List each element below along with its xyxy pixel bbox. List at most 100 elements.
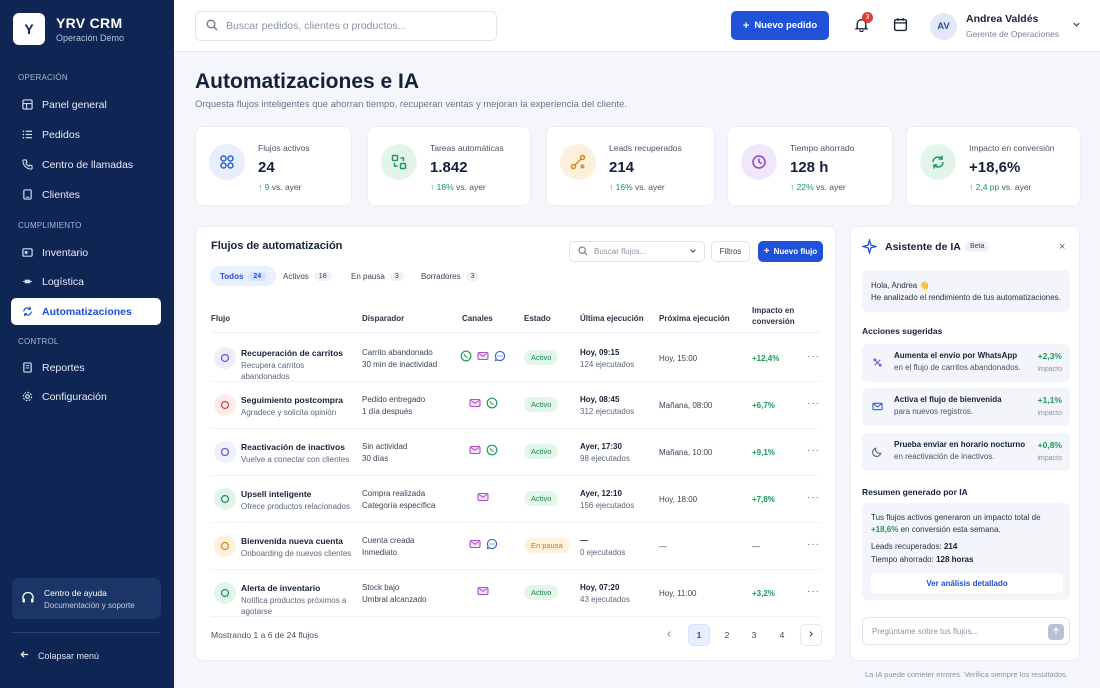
kpi-value: 24 — [258, 159, 275, 176]
tab-en-pausa[interactable]: En pausa 3 — [341, 266, 414, 286]
whatsapp-icon — [486, 444, 498, 458]
status-badge: Activo — [524, 350, 559, 365]
collapse-menu-button[interactable]: Colapsar menú — [20, 650, 99, 661]
more-options-icon[interactable]: ··· — [807, 492, 820, 503]
calendar-button[interactable] — [893, 17, 909, 33]
kpi-delta: ↑ 18% vs. ayer — [430, 182, 486, 192]
sidebar-item-pedidos[interactable]: Pedidos — [11, 121, 161, 148]
conversion-impact: — — [752, 542, 760, 551]
help-center-card[interactable]: Centro de ayuda Documentación y soporte — [12, 578, 161, 619]
summary-paragraph: Tus flujos activos generaron un impacto … — [871, 512, 1063, 536]
tab-todos[interactable]: Todos 24 — [210, 266, 277, 286]
more-options-icon[interactable]: ··· — [807, 398, 820, 409]
kpi-value: 1.842 — [430, 159, 468, 176]
conversion-impact: +12,4% — [752, 354, 780, 363]
flow-name[interactable]: Bienvenida nueva cuenta — [241, 536, 344, 546]
sidebar-item-panel-general[interactable]: Panel general — [11, 91, 161, 118]
brand-logo: Y — [13, 13, 45, 45]
table-row[interactable]: Upsell inteligente Ofrece productos rela… — [211, 476, 820, 523]
tab-label: Todos — [220, 271, 244, 281]
table-row[interactable]: Bienvenida nueva cuenta Onboarding de nu… — [211, 523, 820, 570]
tab-count: 18 — [313, 271, 332, 281]
last-run: Hoy, 09:15 — [580, 348, 620, 357]
more-options-icon[interactable]: ··· — [807, 351, 820, 362]
ai-chat-input[interactable]: Pregúntame sobre tus flujos... — [862, 617, 1070, 645]
table-row[interactable]: Recuperación de carritos Recupera carrit… — [211, 335, 820, 382]
close-icon[interactable]: × — [1059, 241, 1066, 253]
plus-icon: + — [742, 19, 750, 32]
flows-search-placeholder: Buscar flujos... — [594, 247, 647, 256]
sidebar-item-reportes[interactable]: Reportes — [11, 354, 161, 381]
sidebar-item-clientes[interactable]: Clientes — [11, 181, 161, 208]
sidebar-item-centro-llamadas[interactable]: Centro de llamadas — [11, 151, 161, 178]
page-2-button[interactable]: 2 — [716, 624, 738, 646]
next-page-button[interactable] — [800, 624, 822, 646]
next-run: Hoy, 15:00 — [659, 354, 698, 363]
flow-name[interactable]: Reactivación de inactivos — [241, 442, 345, 452]
avatar[interactable]: AV — [930, 13, 957, 40]
send-button[interactable] — [1048, 624, 1064, 640]
mail-icon — [871, 400, 883, 412]
new-order-button[interactable]: + Nuevo pedido — [731, 11, 829, 40]
flow-trigger-detail: 30 min de inactividad — [362, 360, 438, 369]
page-1-button[interactable]: 1 — [688, 624, 710, 646]
arrow-up-icon — [1052, 627, 1060, 637]
kpi-delta-suffix: vs. ayer — [1001, 182, 1032, 192]
page-4-button[interactable]: 4 — [771, 624, 793, 646]
flow-name[interactable]: Seguimiento postcompra — [241, 395, 344, 405]
bell-icon — [854, 18, 869, 34]
chevron-down-icon — [689, 247, 697, 257]
more-options-icon[interactable]: ··· — [807, 586, 820, 597]
ai-assistant-panel: Asistente de IA Beta × Hola, Andrea 👋 He… — [850, 226, 1080, 661]
flows-icon — [209, 144, 245, 180]
tab-label: Activos — [283, 271, 309, 281]
tab-borradores[interactable]: Borradores 3 — [411, 266, 489, 286]
chat-icon — [486, 538, 498, 552]
tab-label: En pausa — [351, 271, 385, 281]
kpi-delta-value: ↑ 16% — [609, 182, 633, 192]
sidebar-item-label: Logística — [42, 275, 85, 288]
global-search-input[interactable]: Buscar pedidos, clientes o productos... — [195, 11, 497, 41]
sidebar-item-configuracion[interactable]: Configuración — [11, 383, 161, 410]
sidebar-item-logistica[interactable]: Logística — [11, 268, 161, 295]
sidebar-item-automatizaciones[interactable]: Automatizaciones — [11, 298, 161, 325]
sidebar-item-inventario[interactable]: Inventario — [11, 239, 161, 266]
flow-name[interactable]: Recuperación de carritos — [241, 348, 344, 358]
conversion-icon — [920, 144, 956, 180]
flow-name[interactable]: Upsell inteligente — [241, 489, 312, 499]
chat-icon — [494, 350, 506, 364]
prev-page-button[interactable] — [658, 624, 680, 646]
brand[interactable]: Y YRV CRM Operación Demo — [13, 13, 124, 45]
suggestion-card[interactable]: Aumenta el envío por WhatsApp en el fluj… — [862, 344, 1070, 382]
more-options-icon[interactable]: ··· — [807, 539, 820, 550]
flows-search-input[interactable]: Buscar flujos... — [569, 241, 705, 262]
filters-button[interactable]: Filtros — [711, 241, 750, 262]
sidebar: Y YRV CRM Operación Demo OPERACIÓN Panel… — [0, 0, 174, 688]
alert-bag-icon — [214, 582, 236, 604]
kpi-card-tiempo-ahorrado: Tiempo ahorrado 128 h ↑ 22% vs. ayer — [727, 126, 893, 206]
view-detailed-analysis-button[interactable]: Ver análisis detallado — [871, 573, 1063, 593]
sidebar-divider — [12, 632, 161, 633]
table-row[interactable]: Seguimiento postcompra Agradece y solici… — [211, 382, 820, 429]
chevron-left-icon — [665, 630, 673, 640]
flow-name[interactable]: Alerta de inventario — [241, 583, 321, 593]
table-row[interactable]: Alerta de inventario Notifica productos … — [211, 570, 820, 617]
whatsapp-icon — [460, 350, 472, 364]
table-row[interactable]: Reactivación de inactivos Vuelve a conec… — [211, 429, 820, 476]
page-3-button[interactable]: 3 — [743, 624, 765, 646]
flow-trigger: Carrito abandonado — [362, 348, 433, 357]
kpi-delta-value: ↑ 22% — [790, 182, 814, 192]
suggestion-card[interactable]: Activa el flujo de bienvenida para nuevo… — [862, 388, 1070, 426]
kpi-delta: ↑ 22% vs. ayer — [790, 182, 846, 192]
user-name[interactable]: Andrea Valdés — [966, 13, 1039, 25]
chevron-down-icon[interactable] — [1072, 20, 1081, 31]
suggestion-card[interactable]: Prueba enviar en horario nocturno en rea… — [862, 433, 1070, 471]
tab-activos[interactable]: Activos 18 — [273, 266, 342, 286]
email-icon — [477, 491, 489, 505]
kpi-delta-suffix: vs. ayer — [816, 182, 846, 192]
more-options-icon[interactable]: ··· — [807, 445, 820, 456]
kpi-value: 214 — [609, 159, 635, 176]
tab-count: 3 — [389, 271, 404, 281]
notifications-button[interactable]: 3 — [854, 12, 873, 34]
new-flow-button[interactable]: + Nuevo flujo — [758, 241, 823, 262]
